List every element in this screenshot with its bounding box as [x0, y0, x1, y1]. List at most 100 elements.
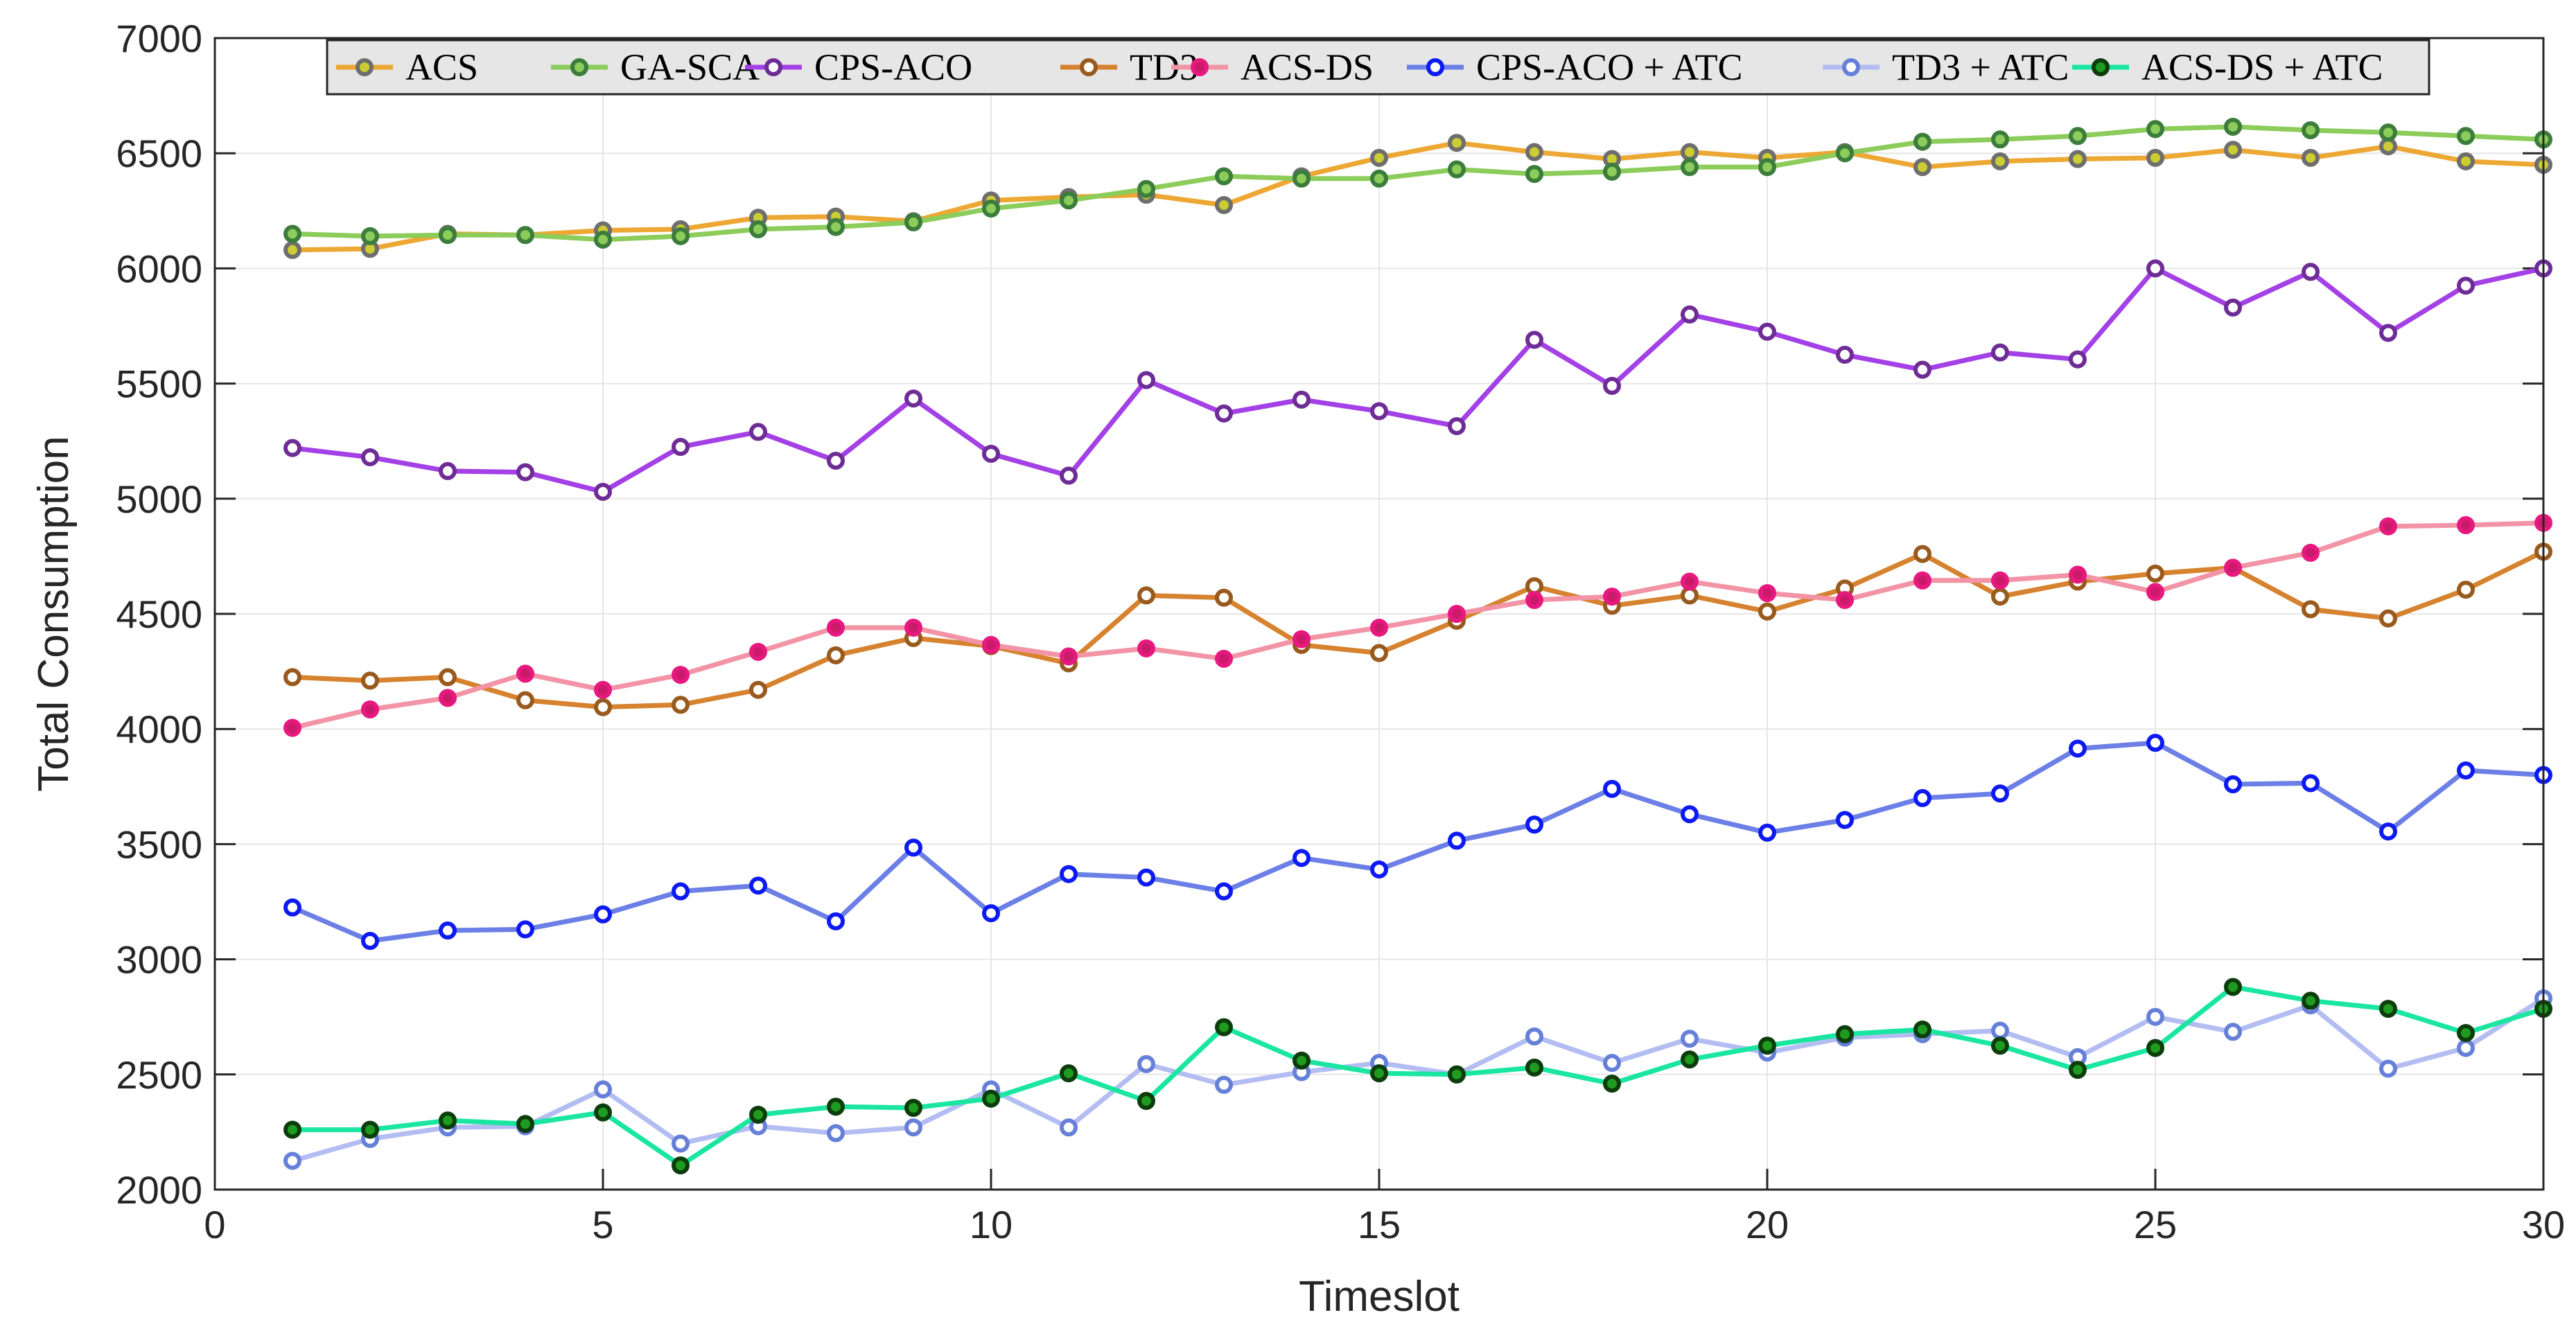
y-tick-label: 5500: [116, 362, 202, 406]
data-point-cps-aco: [1060, 466, 1078, 485]
data-point-acs-ds: [1060, 647, 1078, 666]
y-tick-label: 2000: [116, 1168, 202, 1212]
data-point-cps-aco-atc: [283, 898, 301, 917]
data-point-acs-ds-atc: [2302, 991, 2320, 1010]
data-point-acs: [1991, 152, 2009, 170]
data-point-cps-aco: [1448, 417, 1466, 436]
data-point-td3-atc: [2379, 1059, 2397, 1078]
legend-label-cps-aco-atc: CPS-ACO + ATC: [1476, 46, 1743, 88]
data-point-ga-sca: [749, 220, 767, 238]
data-point-td3: [1370, 644, 1388, 662]
data-point-td3-atc: [1991, 1021, 2009, 1040]
data-point-ga-sca: [283, 224, 301, 243]
data-point-ga-sca: [1913, 132, 1931, 151]
data-point-td3: [2379, 609, 2397, 628]
data-point-acs-ds: [1836, 591, 1854, 610]
series-line-acs-ds: [290, 520, 2546, 731]
data-point-acs-ds-atc: [1293, 1051, 1311, 1070]
data-point-acs-ds-atc: [904, 1098, 922, 1117]
data-point-acs-ds-atc: [1137, 1092, 1155, 1111]
data-point-acs-ds: [1603, 588, 1621, 606]
data-point-ga-sca: [1215, 167, 1233, 186]
data-point-cps-aco-atc: [361, 932, 379, 951]
legend-swatch-marker-acs-ds: [1191, 58, 1209, 76]
data-point-cps-aco: [672, 438, 690, 457]
legend-swatch-marker-acs: [356, 58, 374, 76]
data-point-td3: [439, 668, 457, 687]
legend-swatch-marker-td3: [1080, 58, 1098, 76]
data-point-acs-ds: [672, 666, 690, 685]
data-point-td3: [1215, 588, 1233, 607]
data-point-td3: [516, 691, 534, 709]
data-point-ga-sca: [1370, 169, 1388, 188]
legend-label-acs-ds-atc: ACS-DS + ATC: [2141, 46, 2383, 88]
data-point-cps-aco-atc: [1991, 784, 2009, 803]
x-tick-label: 20: [1746, 1203, 1789, 1246]
data-point-acs-ds: [827, 618, 845, 637]
series-line-ga-sca: [290, 124, 2546, 242]
data-point-td3: [1913, 545, 1931, 563]
data-point-ga-sca: [1293, 169, 1311, 188]
data-point-ga-sca: [1681, 158, 1699, 177]
data-point-cps-aco-atc: [1215, 882, 1233, 901]
y-tick-label: 7000: [116, 17, 202, 60]
data-point-acs-ds: [1370, 618, 1388, 637]
data-point-td3: [2146, 564, 2164, 583]
data-point-ga-sca: [2146, 120, 2164, 139]
y-tick-label: 6500: [116, 132, 202, 175]
data-point-acs: [1525, 143, 1543, 161]
legend-swatch-marker-cps-aco-atc: [1426, 58, 1444, 76]
y-tick-label: 4000: [116, 707, 202, 751]
data-point-acs-ds: [1293, 630, 1311, 648]
data-point-cps-aco-atc: [1525, 815, 1543, 834]
data-point-acs-ds-atc: [827, 1097, 845, 1116]
data-point-cps-aco-atc: [439, 921, 457, 940]
data-point-cps-aco-atc: [516, 920, 534, 939]
x-tick-label: 15: [1358, 1203, 1401, 1246]
data-point-ga-sca: [827, 218, 845, 236]
data-point-ga-sca: [672, 227, 690, 245]
data-point-acs-ds-atc: [2146, 1039, 2164, 1057]
data-point-ga-sca: [2224, 117, 2242, 136]
data-point-cps-aco: [1991, 343, 2009, 362]
data-point-td3-atc: [672, 1134, 690, 1153]
data-point-cps-aco-atc: [2457, 761, 2475, 780]
data-point-cps-aco: [1913, 360, 1931, 379]
data-point-td3: [749, 680, 767, 699]
data-point-ga-sca: [1448, 160, 1466, 179]
legend-swatch-marker-cps-aco: [764, 58, 782, 76]
x-tick-label: 0: [204, 1203, 225, 1246]
axes: 0 5 10 15 20 25 30 2000 2500 3000 3500 4000 4500 5000…: [116, 17, 2565, 1246]
data-point-cps-aco: [1681, 305, 1699, 324]
data-point-cps-aco: [1137, 371, 1155, 389]
data-point-cps-aco: [749, 423, 767, 441]
data-point-acs-ds: [904, 618, 922, 637]
data-point-acs-ds-atc: [1681, 1050, 1699, 1069]
plot-frame: [213, 37, 2545, 1191]
data-point-ga-sca: [2379, 123, 2397, 142]
data-point-td3-atc: [1215, 1075, 1233, 1094]
legend-label-ga-sca: GA-SCA: [620, 46, 760, 88]
legend-label-cps-aco: CPS-ACO: [814, 46, 972, 88]
data-point-cps-aco-atc: [594, 905, 612, 924]
data-point-acs-ds-atc: [1913, 1020, 1931, 1039]
data-point-cps-aco-atc: [2379, 822, 2397, 841]
series-line-acs-ds-atc: [290, 984, 2546, 1168]
data-point-acs-ds-atc: [2457, 1023, 2475, 1042]
data-point-cps-aco-atc: [2224, 775, 2242, 793]
data-point-acs: [1370, 148, 1388, 167]
data-point-cps-aco-atc: [672, 882, 690, 901]
data-point-acs-ds: [594, 680, 612, 699]
data-point-cps-aco-atc: [2302, 774, 2320, 793]
data-point-acs-ds: [1137, 639, 1155, 657]
legend-label-acs: ACS: [405, 46, 478, 88]
data-point-cps-aco: [982, 444, 1000, 463]
data-point-ga-sca: [439, 226, 457, 245]
data-point-acs: [2146, 148, 2164, 167]
data-point-acs: [2457, 152, 2475, 170]
data-point-acs-ds: [982, 635, 1000, 654]
data-point-acs-ds-atc: [1603, 1075, 1621, 1093]
data-point-cps-aco-atc: [827, 912, 845, 930]
data-point-acs-ds-atc: [749, 1105, 767, 1124]
